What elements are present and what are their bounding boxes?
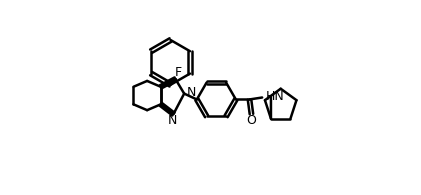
Text: HN: HN bbox=[266, 90, 285, 103]
Text: O: O bbox=[247, 114, 256, 127]
Text: F: F bbox=[175, 66, 182, 79]
Text: N: N bbox=[187, 86, 196, 99]
Text: N: N bbox=[168, 114, 177, 127]
